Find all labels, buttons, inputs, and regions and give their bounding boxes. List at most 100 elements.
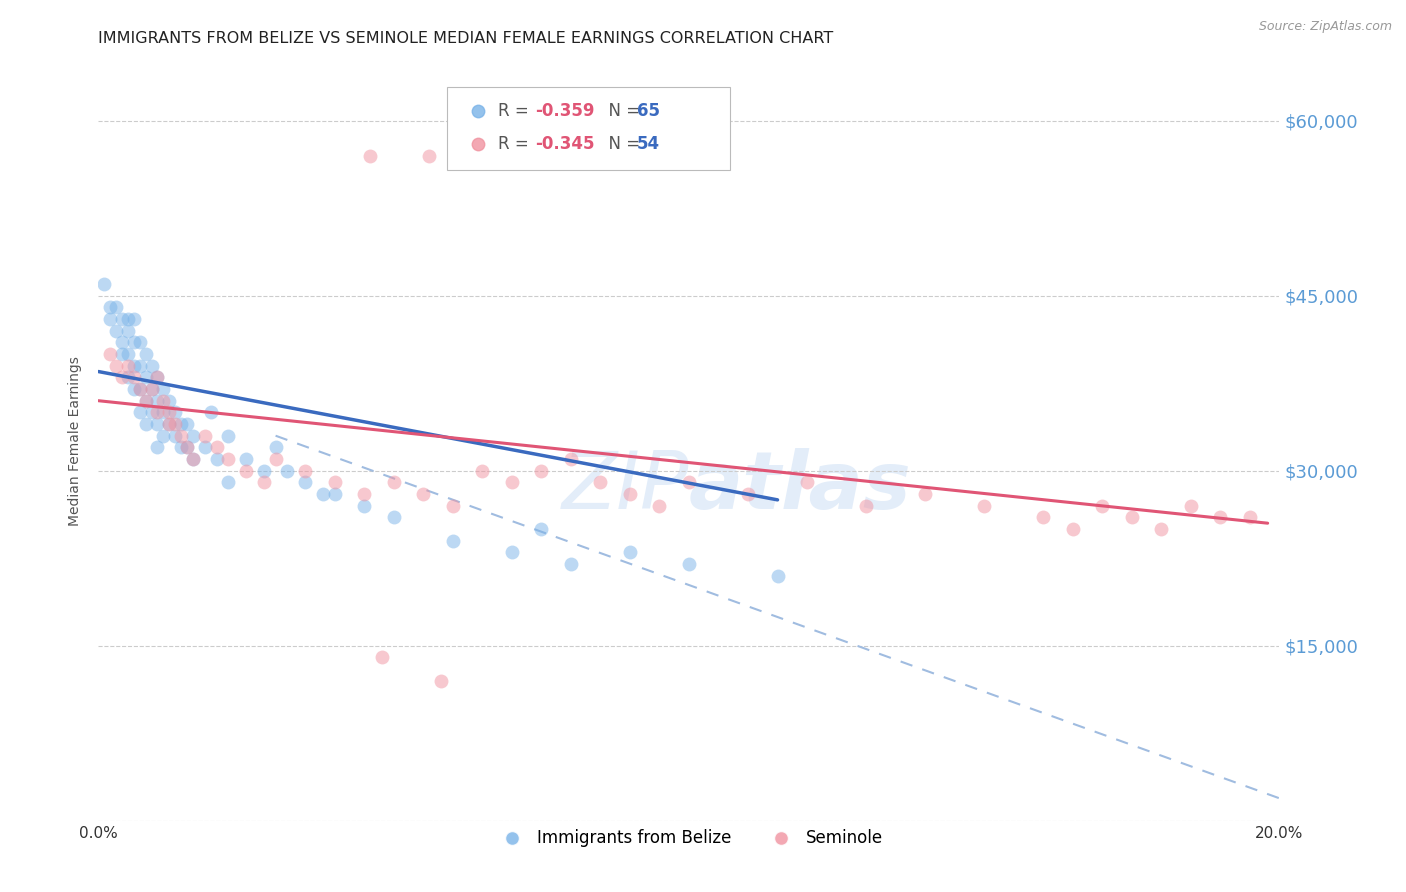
Point (128, 382, 150, 396)
Point (560, 557, 582, 571)
Text: Source: ZipAtlas.com: Source: ZipAtlas.com (1258, 20, 1392, 33)
Point (170, 417, 193, 431)
Point (98, 301, 121, 315)
Point (737, 487, 759, 501)
Point (1032, 510, 1054, 524)
Text: R =: R = (498, 102, 534, 120)
Point (312, 487, 335, 501)
Text: R =: R = (498, 135, 534, 153)
Text: 65: 65 (637, 102, 659, 120)
Point (170, 428, 193, 442)
Point (128, 335, 150, 350)
Point (619, 545, 641, 559)
Point (157, 393, 180, 408)
Point (111, 347, 134, 361)
Point (152, 393, 174, 408)
Point (181, 452, 204, 467)
Point (353, 487, 375, 501)
Point (176, 417, 198, 431)
Point (194, 441, 217, 455)
Point (122, 335, 145, 350)
Point (122, 382, 145, 396)
Point (678, 557, 700, 571)
Point (441, 499, 464, 513)
Point (264, 452, 287, 467)
Point (205, 452, 228, 467)
Point (235, 452, 257, 467)
Point (353, 499, 375, 513)
Point (276, 464, 298, 478)
Text: ZIP: ZIP (561, 448, 689, 526)
Point (796, 475, 818, 490)
Point (141, 382, 163, 396)
Point (294, 475, 316, 490)
Point (141, 359, 163, 373)
Point (146, 370, 169, 384)
Point (678, 475, 700, 490)
Point (152, 428, 174, 442)
Point (111, 370, 134, 384)
Point (128, 405, 150, 419)
Text: -0.345: -0.345 (536, 135, 595, 153)
Y-axis label: Median Female Earnings: Median Female Earnings (69, 357, 83, 526)
FancyBboxPatch shape (447, 87, 730, 170)
Point (176, 441, 198, 455)
Point (170, 441, 193, 455)
Point (235, 464, 257, 478)
Point (152, 382, 174, 396)
Point (98, 347, 121, 361)
Point (157, 417, 180, 431)
Point (382, 475, 405, 490)
Point (1091, 499, 1114, 513)
Point (530, 464, 553, 478)
Point (914, 487, 936, 501)
Point (412, 487, 434, 501)
Point (117, 347, 139, 361)
Text: N =: N = (598, 102, 645, 120)
Point (93, 277, 115, 291)
Point (648, 499, 671, 513)
Point (1121, 510, 1143, 524)
Point (135, 347, 157, 361)
Point (135, 370, 157, 384)
Point (98, 312, 121, 326)
Point (382, 510, 405, 524)
Point (105, 359, 128, 373)
Point (855, 499, 877, 513)
Point (157, 417, 180, 431)
Point (135, 393, 157, 408)
Point (122, 312, 145, 326)
Point (264, 441, 287, 455)
Point (530, 522, 553, 536)
Point (253, 464, 276, 478)
Point (217, 475, 239, 490)
Point (217, 428, 239, 442)
Point (146, 405, 169, 419)
Point (105, 324, 128, 338)
Point (1180, 499, 1202, 513)
Point (117, 359, 139, 373)
Point (122, 370, 145, 384)
Point (501, 475, 523, 490)
Point (117, 324, 139, 338)
Text: 54: 54 (637, 135, 659, 153)
Point (117, 370, 139, 384)
Point (111, 335, 134, 350)
Point (165, 405, 187, 419)
Text: IMMIGRANTS FROM BELIZE VS SEMINOLE MEDIAN FEMALE EARNINGS CORRELATION CHART: IMMIGRANTS FROM BELIZE VS SEMINOLE MEDIA… (98, 31, 834, 46)
Point (165, 428, 187, 442)
Point (128, 359, 150, 373)
Point (205, 441, 228, 455)
Point (146, 393, 169, 408)
Point (1239, 510, 1261, 524)
Point (146, 441, 169, 455)
Point (141, 382, 163, 396)
Point (560, 452, 582, 467)
Text: -0.359: -0.359 (536, 102, 595, 120)
Point (1062, 522, 1084, 536)
Point (418, 149, 440, 163)
Point (152, 405, 174, 419)
Point (471, 464, 494, 478)
Point (253, 475, 276, 490)
Point (766, 568, 789, 582)
